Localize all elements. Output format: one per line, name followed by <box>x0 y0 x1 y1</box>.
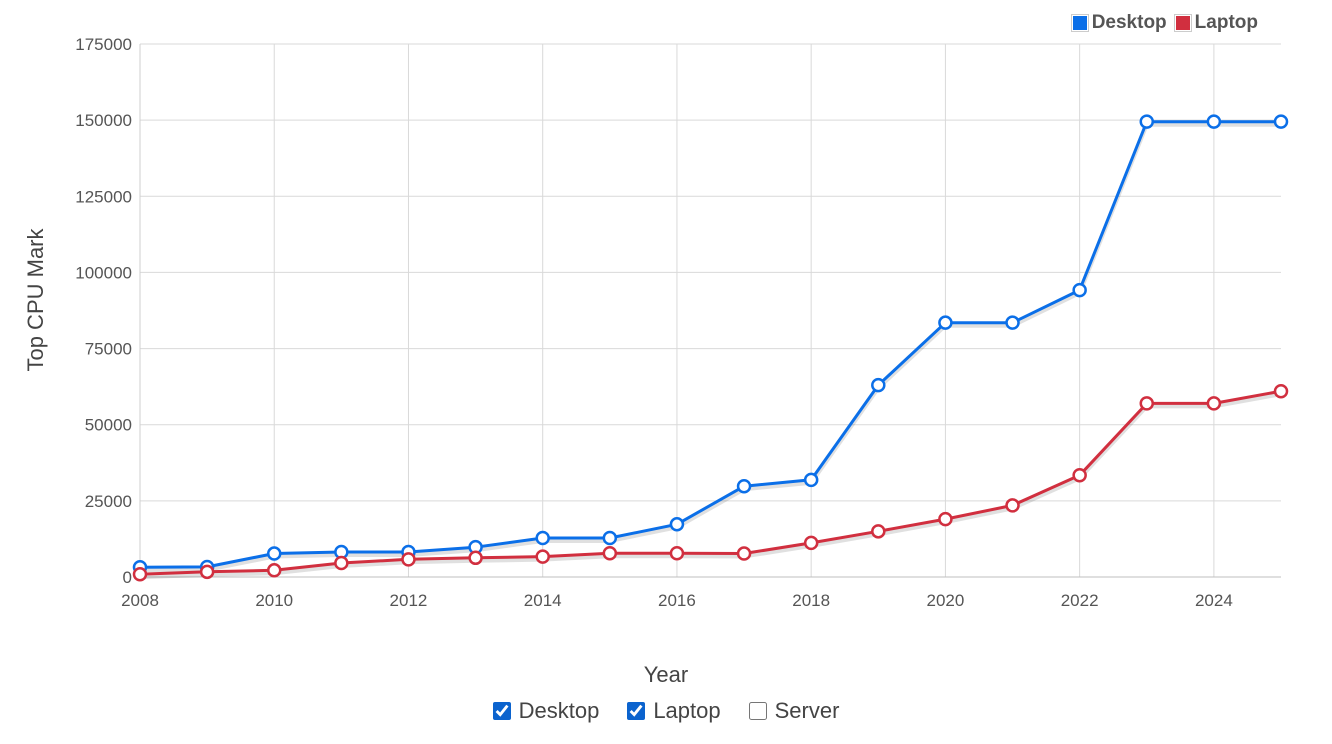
y-tick-label: 75000 <box>85 340 132 359</box>
series-filters: Desktop Laptop Server <box>0 698 1332 724</box>
axes: 0 25000 50000 75000 100000 125000 150000 175000… <box>75 35 1281 610</box>
data-point-desktop <box>266 546 282 561</box>
filter-server[interactable]: Server <box>748 698 840 724</box>
y-tick-label: 175000 <box>75 35 132 54</box>
data-point-laptop <box>468 550 483 566</box>
legend-swatch-desktop <box>1070 14 1089 32</box>
y-tick-label: 125000 <box>75 187 132 206</box>
series-layer <box>132 114 1289 582</box>
filter-laptop-checkbox[interactable] <box>627 702 646 720</box>
filter-laptop-label: Laptop <box>653 698 721 723</box>
data-point-desktop <box>1139 114 1155 129</box>
x-tick-label: 2012 <box>390 591 428 610</box>
x-tick-label: 2018 <box>792 591 830 610</box>
data-point-laptop <box>334 555 349 571</box>
data-point-laptop <box>199 564 215 580</box>
data-point-laptop <box>1139 396 1155 411</box>
x-tick-label: 2008 <box>121 591 159 610</box>
data-point-desktop <box>871 377 886 393</box>
filter-laptop[interactable]: Laptop <box>627 698 721 724</box>
series-line-laptop <box>139 389 1282 576</box>
data-point-desktop <box>803 472 819 488</box>
filter-desktop[interactable]: Desktop <box>492 698 600 724</box>
x-tick-label: 2014 <box>524 591 562 610</box>
x-tick-label: 2024 <box>1195 591 1233 610</box>
data-point-desktop <box>1206 114 1222 129</box>
data-point-laptop <box>535 549 550 564</box>
series-laptop <box>132 383 1289 582</box>
filter-server-checkbox[interactable] <box>748 702 767 720</box>
x-tick-label: 2022 <box>1061 591 1099 610</box>
legend: Desktop Laptop <box>1070 12 1258 34</box>
data-point-laptop <box>266 563 282 578</box>
data-point-laptop <box>669 545 685 561</box>
data-point-laptop <box>1206 396 1222 411</box>
legend-label-laptop: Laptop <box>1194 12 1258 33</box>
series-shadow-laptop <box>139 392 1282 580</box>
y-tick-label: 25000 <box>85 492 132 511</box>
filter-server-label: Server <box>774 698 840 723</box>
series-line-desktop <box>139 120 1281 569</box>
data-point-laptop <box>803 535 819 551</box>
y-tick-label: 100000 <box>75 263 132 282</box>
x-tick-label: 2020 <box>926 591 964 610</box>
data-point-laptop <box>1005 498 1020 513</box>
y-tick-label: 150000 <box>75 111 132 130</box>
y-tick-label: 0 <box>123 568 132 587</box>
data-point-laptop <box>401 552 416 567</box>
data-point-laptop <box>132 567 148 582</box>
data-point-laptop <box>938 511 953 527</box>
legend-item-laptop[interactable]: Laptop <box>1173 12 1258 34</box>
data-point-laptop <box>736 546 752 561</box>
data-point-desktop <box>535 530 550 546</box>
series-desktop <box>132 114 1289 575</box>
series-shadow-desktop <box>139 122 1281 573</box>
data-point-laptop <box>871 524 886 539</box>
data-point-desktop <box>669 517 685 532</box>
legend-item-desktop[interactable]: Desktop <box>1070 12 1167 34</box>
x-tick-label: 2016 <box>658 591 696 610</box>
legend-swatch-laptop <box>1173 14 1192 32</box>
data-point-desktop <box>938 315 953 330</box>
x-tick-label: 2010 <box>255 591 293 610</box>
filter-desktop-label: Desktop <box>518 698 600 723</box>
grid <box>139 43 1281 578</box>
data-point-desktop <box>602 530 618 546</box>
data-point-laptop <box>602 545 618 561</box>
data-point-desktop <box>1273 114 1289 129</box>
data-point-laptop <box>1072 468 1087 483</box>
data-point-laptop <box>1273 383 1289 399</box>
filter-desktop-checkbox[interactable] <box>492 702 511 720</box>
data-point-desktop <box>1005 315 1020 330</box>
y-axis-title: Top CPU Mark <box>23 228 48 372</box>
y-tick-label: 50000 <box>85 416 132 435</box>
data-point-desktop <box>736 478 752 494</box>
data-point-desktop <box>1072 282 1087 298</box>
legend-label-desktop: Desktop <box>1091 12 1167 33</box>
x-axis-title: Year <box>643 662 689 687</box>
